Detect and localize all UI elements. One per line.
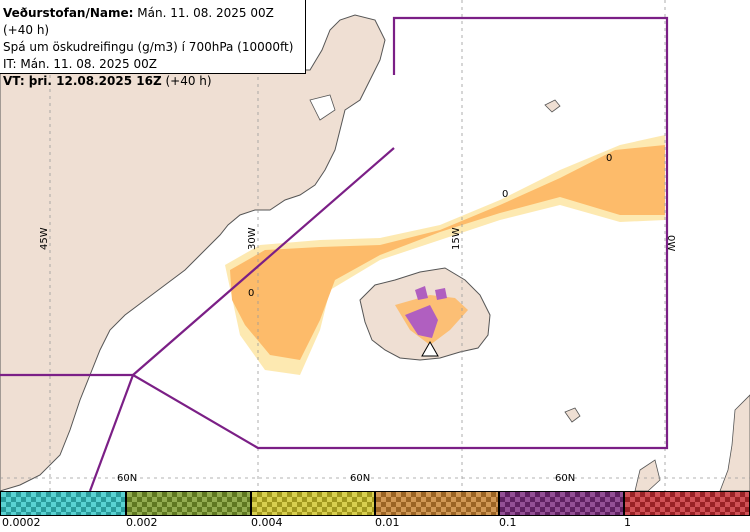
info-line-valid-time: VT: þri. 12.08.2025 16Z (+40 h) xyxy=(3,74,212,88)
color-legend: 0.0002 0.002 0.004 0.01 0.1 1 xyxy=(0,491,750,532)
contour-label: 0 xyxy=(606,153,612,164)
forecast-info-box: Veðurstofan/Name: Mán. 11. 08. 2025 00Z … xyxy=(0,0,306,88)
fir-boundary xyxy=(0,16,669,491)
small-island xyxy=(564,407,581,423)
legend-tick: 0.1 xyxy=(499,516,517,529)
lat-label-60n: 60N xyxy=(555,473,575,484)
ash-high-concentration xyxy=(405,305,438,338)
lat-label-60n: 60N xyxy=(117,473,137,484)
legend-swatch-cyan xyxy=(0,491,126,516)
info-line-description: Spá um öskudreifingu (g/m3) í 700hPa (10… xyxy=(3,40,294,54)
east-coast xyxy=(719,394,750,491)
info-line-issue-time: IT: Mán. 11. 08. 2025 00Z xyxy=(3,57,157,71)
legend-swatch-orange xyxy=(375,491,499,516)
lon-label-30w: 30W xyxy=(247,227,258,250)
small-island xyxy=(544,99,561,113)
greenland xyxy=(0,14,386,491)
legend-swatch-green xyxy=(126,491,251,516)
lon-label-0w: 0W xyxy=(665,235,676,251)
legend-swatch-purple xyxy=(499,491,624,516)
ash-plume-main xyxy=(230,145,665,360)
legend-swatch-red xyxy=(624,491,750,516)
ash-high-concentration xyxy=(435,288,447,300)
ash-dispersion-map: 45W 30W 15W 0W 60N 60N 60N 0 0 0 xyxy=(0,0,750,491)
legend-tick: 0.01 xyxy=(375,516,400,529)
lon-label-15w: 15W xyxy=(451,227,462,250)
legend-tick: 0.0002 xyxy=(2,516,41,529)
graticule xyxy=(0,0,750,491)
fjord xyxy=(309,94,336,121)
islands-south xyxy=(634,459,661,491)
lon-label-45w: 45W xyxy=(39,227,50,250)
ash-high-concentration xyxy=(415,286,428,300)
lat-label-60n: 60N xyxy=(350,473,370,484)
legend-tick: 0.004 xyxy=(251,516,283,529)
legend-tick: 1 xyxy=(624,516,631,529)
contour-label: 0 xyxy=(248,288,254,299)
contour-label: 0 xyxy=(502,189,508,200)
volcano-marker xyxy=(421,340,439,357)
info-line-name: Veðurstofan/Name: Mán. 11. 08. 2025 00Z … xyxy=(3,6,274,37)
legend-tick: 0.002 xyxy=(126,516,158,529)
legend-swatch-yellow xyxy=(251,491,375,516)
